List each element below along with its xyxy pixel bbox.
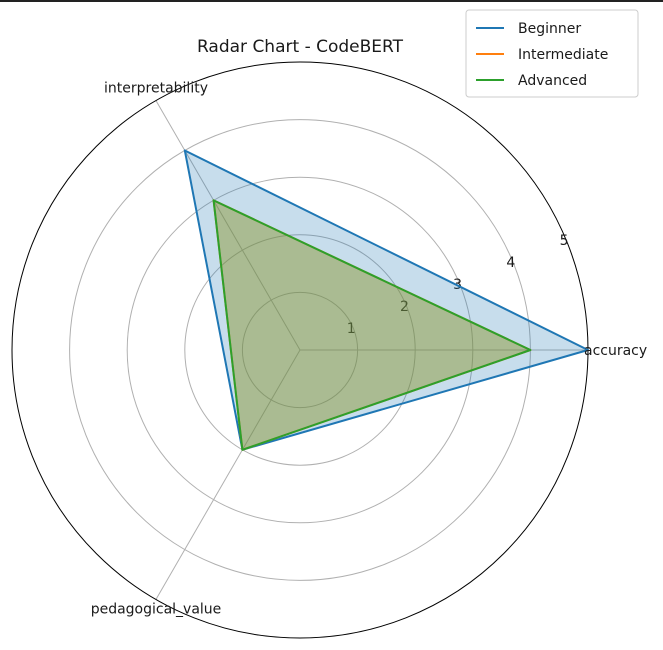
series-layer bbox=[183, 149, 589, 451]
tick-label-1: 1 bbox=[347, 321, 356, 337]
axis-labels: accuracy interpretability pedagogical_valu… bbox=[91, 81, 647, 618]
top-border bbox=[0, 0, 663, 2]
legend-label-intermediate: Intermediate bbox=[518, 47, 608, 63]
grid-ring-2 bbox=[184, 234, 416, 466]
spoke-pedagogical_value bbox=[155, 349, 301, 600]
axis-label-pedagogical_value: pedagogical_value bbox=[91, 601, 222, 617]
series-line-beginner bbox=[183, 149, 589, 451]
series-fill-beginner bbox=[184, 150, 589, 450]
legend-box bbox=[465, 9, 639, 98]
tick-label-5: 5 bbox=[560, 233, 569, 249]
axis-label-accuracy: accuracy bbox=[584, 343, 647, 359]
grid-ring-1 bbox=[241, 291, 359, 409]
legend-label-advanced: Advanced bbox=[518, 73, 587, 89]
series-fill-intermediate bbox=[213, 200, 531, 450]
chart-title: Radar Chart - CodeBERT bbox=[197, 37, 404, 57]
tick-label-2: 2 bbox=[400, 299, 409, 315]
series-line-advanced bbox=[212, 199, 532, 451]
legend: Beginner Intermediate Advanced bbox=[465, 9, 639, 98]
axis-label-interpretability: interpretability bbox=[104, 81, 208, 97]
grid-ring-3 bbox=[126, 176, 474, 524]
tick-label-4: 4 bbox=[506, 255, 515, 271]
series-fill-advanced bbox=[213, 200, 531, 450]
spoke-interpretability bbox=[155, 100, 301, 351]
legend-label-beginner: Beginner bbox=[518, 21, 581, 37]
